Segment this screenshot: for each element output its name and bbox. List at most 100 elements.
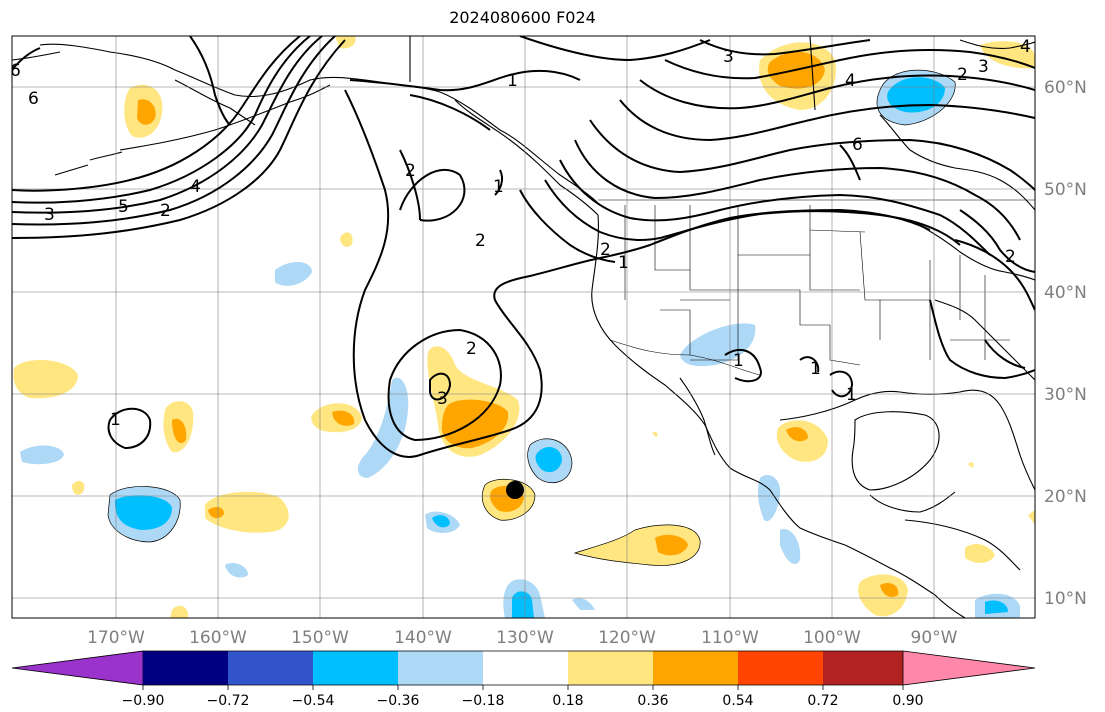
- shade-orange: [332, 410, 355, 426]
- shade-orange: [786, 427, 808, 442]
- colorbar-swatch: [738, 651, 823, 685]
- coastlines: [12, 36, 1035, 618]
- contour-label: 1: [733, 351, 744, 371]
- contour-label: 3: [437, 389, 448, 409]
- colorbar-swatch: [143, 651, 228, 685]
- shade-yellow: [170, 605, 189, 618]
- shade-yellow: [858, 574, 908, 617]
- colorbar-swatch: [653, 651, 738, 685]
- shade-blue-light: [572, 598, 595, 610]
- shade-blue: [114, 495, 172, 530]
- shade-blue-light: [20, 445, 64, 465]
- shade-yellow: [13, 359, 78, 399]
- contour-label: 4: [1020, 37, 1031, 57]
- longitude-label: 110°W: [701, 628, 759, 648]
- contour-label: 3: [723, 47, 734, 67]
- map-title: 2024080600 F024: [449, 8, 596, 27]
- longitude-label: 120°W: [598, 628, 656, 648]
- shade-blue-light: [780, 529, 801, 565]
- colorbar-swatch: [823, 651, 908, 685]
- contour-label: 2: [160, 201, 171, 221]
- contour-label: 5: [118, 197, 129, 217]
- longitude-label: 140°W: [394, 628, 452, 648]
- map-panel: 6 6 3 5 2 4 2 1 2 1 2 1 3 4 2 3 6 2 1 2: [10, 35, 1036, 619]
- shade-blue: [985, 600, 1008, 614]
- shade-blue: [887, 77, 945, 113]
- shade-yellow: [340, 232, 353, 247]
- colorbar: −0.90 −0.72 −0.54 −0.36 −0.18 0.18 0.36 …: [11, 650, 1036, 709]
- contour-label: 2: [475, 231, 486, 251]
- latitude-label: 10°N: [1044, 589, 1087, 609]
- colorbar-tick-label: 0.36: [637, 693, 668, 709]
- shade-blue-light: [275, 261, 312, 286]
- shade-blue-light: [757, 474, 781, 522]
- contour-label: 2: [405, 161, 416, 181]
- shade-outlines: [107, 69, 956, 566]
- longitude-label: 170°W: [87, 628, 145, 648]
- colorbar-swatch: [398, 651, 483, 685]
- political-borders: [598, 199, 1035, 376]
- colorbar-tick-label: −0.90: [122, 693, 165, 709]
- longitude-label: 130°W: [496, 628, 554, 648]
- contour-label: 3: [978, 57, 989, 77]
- shade-blue: [432, 515, 450, 528]
- contour-label: 1: [493, 177, 504, 197]
- contour-label: 2: [1005, 247, 1016, 267]
- shaded-fields: [13, 36, 1035, 618]
- contour-label: 1: [110, 410, 121, 430]
- longitude-label: 150°W: [291, 628, 349, 648]
- longitude-labels: 170°W 160°W 150°W 140°W 130°W 120°W 110°…: [87, 628, 958, 648]
- colorbar-tick-label: 0.72: [807, 693, 838, 709]
- contour-label: 1: [507, 71, 518, 91]
- shade-blue-light: [225, 563, 248, 578]
- shade-yellow: [965, 544, 995, 563]
- shade-yellow: [968, 462, 974, 468]
- shade-orange: [172, 418, 187, 444]
- latitude-label: 50°N: [1044, 180, 1087, 200]
- colorbar-tick-label: −0.72: [207, 693, 250, 709]
- colorbar-swatch: [313, 651, 398, 685]
- latitude-label: 20°N: [1044, 487, 1087, 507]
- contour-label: 2: [466, 339, 477, 359]
- shade-blue: [535, 446, 562, 473]
- contour-label: 3: [44, 205, 55, 225]
- shade-orange: [137, 99, 156, 125]
- contour-label: 2: [600, 240, 611, 260]
- colorbar-tick-label: 0.18: [552, 693, 583, 709]
- shade-yellow: [72, 480, 85, 495]
- contour-label: 6: [10, 61, 21, 81]
- colorbar-extend-right: [902, 650, 1036, 686]
- longitude-label: 90°W: [911, 628, 958, 648]
- colorbar-tick-label: −0.18: [462, 693, 505, 709]
- shade-blue-light: [357, 377, 409, 478]
- contours: [12, 36, 1035, 458]
- contour-labels: 6 6 3 5 2 4 2 1 2 1 2 1 3 4 2 3 6 2 1 2: [10, 37, 1031, 430]
- contour-label: 2: [957, 65, 968, 85]
- latitude-label: 60°N: [1044, 78, 1087, 98]
- contour-label: 4: [190, 177, 201, 197]
- shade-orange: [880, 583, 899, 597]
- colorbar-tick-label: −0.36: [377, 693, 420, 709]
- colorbar-extend-left: [11, 650, 144, 686]
- colorbar-tick-label: −0.54: [292, 693, 335, 709]
- contour-label: 6: [28, 89, 39, 109]
- colorbar-tick-label: 0.54: [722, 693, 753, 709]
- longitude-label: 160°W: [189, 628, 247, 648]
- shade-blue-light: [680, 323, 756, 367]
- shade-orange: [655, 534, 688, 556]
- contour-label: 1: [810, 359, 821, 379]
- contour-label: 1: [846, 385, 857, 405]
- colorbar-tick-label: 0.90: [892, 693, 923, 709]
- colorbar-swatch: [483, 651, 568, 685]
- latitude-label: 30°N: [1044, 385, 1087, 405]
- contour-label: 6: [852, 135, 863, 155]
- shade-yellow: [205, 491, 289, 533]
- gridlines: [12, 36, 1035, 618]
- longitude-label: 100°W: [803, 628, 861, 648]
- shade-yellow: [652, 431, 658, 437]
- contour-label: 1: [618, 253, 629, 273]
- shade-yellow: [1028, 510, 1035, 525]
- colorbar-swatch: [228, 651, 313, 685]
- latitude-labels: 60°N 50°N 40°N 30°N 20°N 10°N: [1044, 78, 1087, 609]
